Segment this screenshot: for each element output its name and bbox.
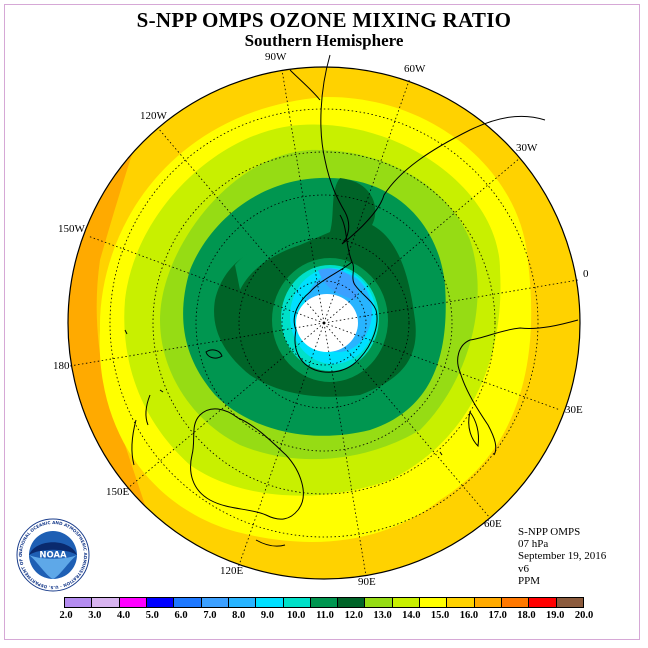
lon-label-90e: 90E xyxy=(358,576,376,588)
colorbar-tick-label: 11.0 xyxy=(316,610,334,621)
colorbar-segment xyxy=(228,598,257,607)
colorbar-segment xyxy=(338,598,366,607)
noaa-logo-icon: NATIONAL OCEANIC AND ATMOSPHERIC ADMINIS… xyxy=(16,518,90,592)
info-units: PPM xyxy=(518,574,541,587)
colorbar-segment xyxy=(392,598,421,607)
colorbar-segment xyxy=(447,598,475,607)
latitude-grid xyxy=(109,108,539,538)
colorbar-segment xyxy=(556,598,583,607)
logo-text: NOAA xyxy=(39,551,67,561)
colorbar-segment xyxy=(92,598,120,607)
colorbar-tick-label: 15.0 xyxy=(430,610,450,621)
info-date: September 19, 2016 xyxy=(518,550,607,563)
lon-label-60e: 60E xyxy=(484,518,502,530)
colorbar-segment xyxy=(365,598,393,607)
colorbar-tick-label: 6.0 xyxy=(174,610,188,621)
colorbar-segment xyxy=(146,598,175,607)
colorbar-segment xyxy=(119,598,147,607)
lon-label-90w: 90W xyxy=(265,51,287,63)
colorbar-tick-label: 8.0 xyxy=(232,610,246,621)
colorbar-tick-label: 5.0 xyxy=(145,610,159,621)
colorbar-tick-label: 4.0 xyxy=(116,610,131,621)
colorbar-tick-label: 18.0 xyxy=(517,610,536,621)
colorbar-ticks: 2.0 3.0 4.0 5.0 6.0 7.0 8.0 9.0 10.0 11.0 12.0 13.0… xyxy=(0,610,648,624)
lon-label-30w: 30W xyxy=(516,142,538,154)
lon-label-150w: 150W xyxy=(58,223,85,235)
colorbar-segment xyxy=(529,598,557,607)
lon-label-180: 180 xyxy=(53,360,70,372)
colorbar-segment xyxy=(502,598,530,607)
colorbar-segment xyxy=(283,598,311,607)
colorbar-segment xyxy=(310,598,339,607)
lon-label-120w: 120W xyxy=(140,110,167,122)
colorbar-tick-label: 2.0 xyxy=(59,610,73,621)
colorbar-tick-label: 3.0 xyxy=(88,610,102,621)
meridian-grid xyxy=(69,69,579,577)
colorbar-segment xyxy=(174,598,202,607)
colorbar-segment xyxy=(474,598,502,607)
coastlines xyxy=(124,54,579,547)
colorbar-tick-label: 10.0 xyxy=(287,610,306,621)
colorbar-tick-label: 14.0 xyxy=(402,610,421,621)
colorbar-segment xyxy=(420,598,448,607)
lon-label-30e: 30E xyxy=(565,404,583,416)
map-title: S-NPP OMPS OZONE MIXING RATIO xyxy=(136,8,512,32)
colorbar-tick-label: 13.0 xyxy=(373,610,392,621)
lon-label-120e: 120E xyxy=(220,565,244,577)
info-instrument: S-NPP OMPS xyxy=(518,526,581,538)
colorbar xyxy=(64,597,584,608)
info-version: v6 xyxy=(518,562,529,575)
colorbar-tick-label: 20.0 xyxy=(574,610,594,621)
colorbar-tick-label: 12.0 xyxy=(344,610,363,621)
colorbar-tick-label: 19.0 xyxy=(546,610,565,621)
lon-label-150e: 150E xyxy=(106,486,130,498)
colorbar-segment xyxy=(65,598,93,607)
info-level: 07 hPa xyxy=(518,538,549,551)
map-subtitle: Southern Hemisphere xyxy=(244,31,404,50)
colorbar-segment xyxy=(256,598,284,607)
product-info: S-NPP OMPS 07 hPa September 19, 2016 v6 … xyxy=(518,526,606,587)
lon-label-60w: 60W xyxy=(404,63,426,75)
colorbar-tick-label: 17.0 xyxy=(488,610,507,621)
lon-label-0: 0 xyxy=(583,268,589,280)
colorbar-segment xyxy=(201,598,229,607)
page-frame xyxy=(4,4,640,640)
colorbar-tick-label: 16.0 xyxy=(459,610,479,621)
colorbar-tick-label: 7.0 xyxy=(203,610,217,621)
colorbar-tick-label: 9.0 xyxy=(260,610,274,621)
